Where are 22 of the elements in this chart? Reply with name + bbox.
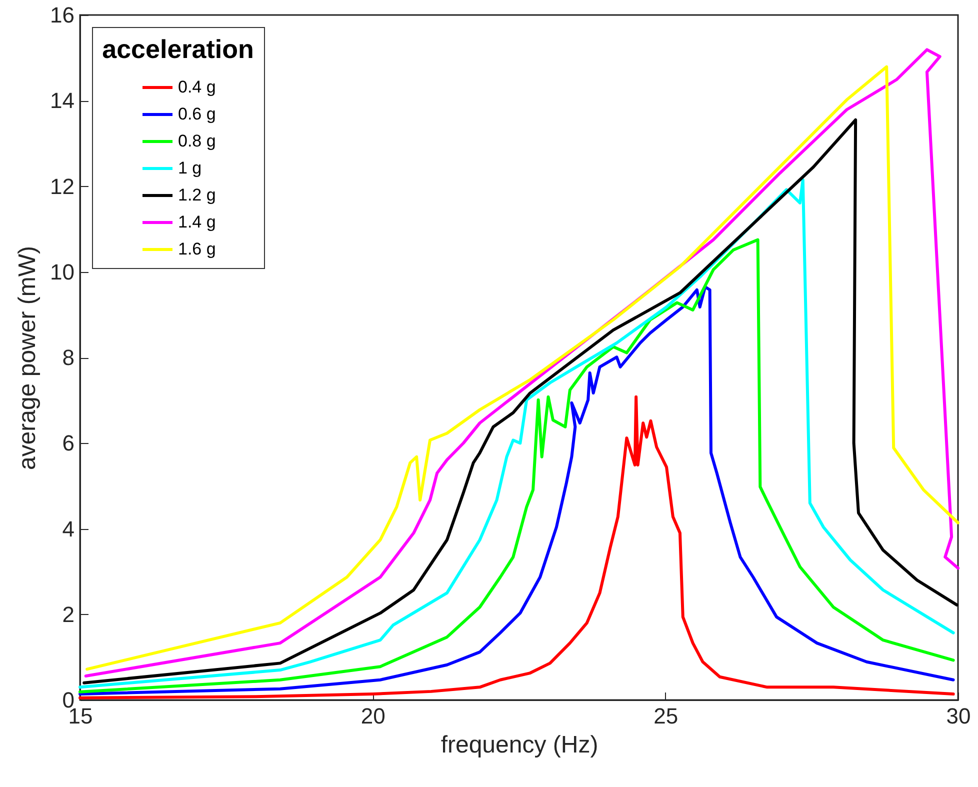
x-tick-label: 20 bbox=[360, 704, 386, 728]
line-series bbox=[78, 395, 955, 700]
y-tick-label: 6 bbox=[62, 430, 74, 456]
y-tick-label: 4 bbox=[62, 516, 74, 542]
legend-label: 0.8 g bbox=[178, 132, 216, 150]
x-tick-label: 25 bbox=[654, 704, 678, 728]
y-tick-label: 14 bbox=[50, 88, 74, 114]
x-tick-label: 30 bbox=[946, 704, 971, 728]
y-tick-label: 10 bbox=[50, 259, 74, 284]
legend-label: 1.4 g bbox=[178, 212, 216, 232]
legend-label: 1 g bbox=[178, 158, 202, 178]
legend-label: 1.2 g bbox=[178, 186, 216, 204]
x-axis-title: frequency (Hz) bbox=[440, 732, 598, 758]
legend-label: 1.6 g bbox=[178, 240, 216, 258]
y-tick-label: 2 bbox=[62, 602, 74, 627]
legend-label: 0.6 g bbox=[178, 104, 216, 124]
y-tick-label: 8 bbox=[62, 345, 74, 370]
legend-label: 0.4 g bbox=[178, 78, 216, 96]
y-tick-label: 12 bbox=[50, 174, 74, 199]
y-axis-title: average power (mW) bbox=[14, 246, 42, 470]
legend-title: acceleration bbox=[102, 34, 254, 64]
y-tick-label: 16 bbox=[50, 2, 74, 28]
